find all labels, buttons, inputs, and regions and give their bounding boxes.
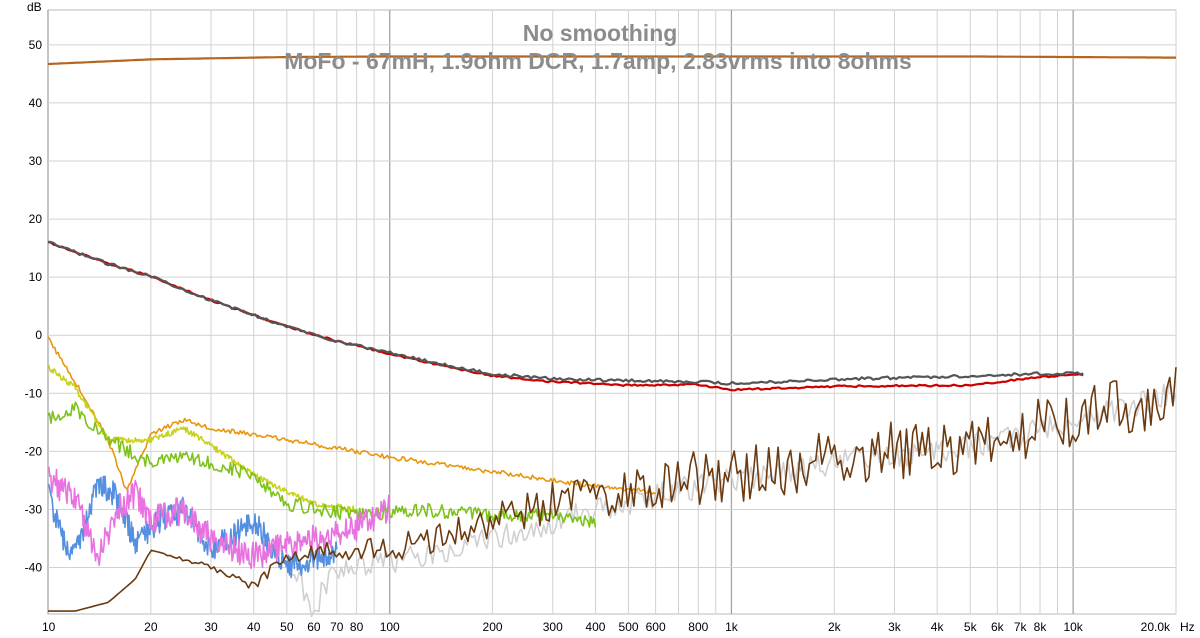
y-tick-label: 30 bbox=[29, 154, 43, 168]
x-tick-label: 3k bbox=[888, 620, 902, 634]
x-tick-labels: 10 20 30 40 50 60 70 80 100 200 300 400 500 600 800 1k 2… bbox=[42, 620, 1171, 634]
x-tick-label: 4k bbox=[931, 620, 945, 634]
series-line-2 bbox=[47, 240, 1084, 386]
x-tick-label: 500 bbox=[619, 620, 639, 634]
x-tick-label: 200 bbox=[483, 620, 503, 634]
x-tick-label: 8k bbox=[1034, 620, 1048, 634]
y-tick-label: 20 bbox=[29, 212, 43, 226]
y-tick-label: -10 bbox=[25, 386, 43, 400]
x-tick-label: 600 bbox=[646, 620, 666, 634]
x-tick-label: 7k bbox=[1014, 620, 1028, 634]
x-tick-label: 6k bbox=[991, 620, 1005, 634]
series-line-5 bbox=[47, 401, 597, 528]
y-tick-label: 10 bbox=[29, 270, 43, 284]
y-tick-label: 0 bbox=[35, 328, 42, 342]
y-tick-label: 50 bbox=[29, 38, 43, 52]
x-tick-label: 100 bbox=[380, 620, 400, 634]
series-line-7 bbox=[47, 466, 391, 570]
x-tick-label: 10 bbox=[42, 620, 56, 634]
grid bbox=[47, 10, 1177, 614]
x-tick-label: 20 bbox=[144, 620, 158, 634]
plot-background bbox=[47, 9, 1177, 615]
series-line-0 bbox=[47, 55, 1176, 66]
y-tick-label: -40 bbox=[25, 561, 43, 575]
x-tick-label: 800 bbox=[688, 620, 708, 634]
x-tick-label: 70 bbox=[330, 620, 344, 634]
x-tick-label: 60 bbox=[307, 620, 321, 634]
x-tick-label: 40 bbox=[247, 620, 261, 634]
chart-subtitle: MoFo - 67mH, 1.9ohm DCR, 1.7amp, 2.83vrm… bbox=[284, 48, 912, 74]
x-axis-label: Hz bbox=[1180, 620, 1195, 634]
x-tick-label: 80 bbox=[350, 620, 364, 634]
y-axis-label: dB bbox=[27, 0, 42, 14]
y-tick-labels: 50 40 30 20 10 0 -10 -20 -30 -40 bbox=[25, 38, 43, 575]
y-tick-label: 40 bbox=[29, 96, 43, 110]
x-tick-label: 400 bbox=[585, 620, 605, 634]
y-tick-label: -20 bbox=[25, 444, 43, 458]
x-tick-label: 30 bbox=[204, 620, 218, 634]
x-tick-label: 50 bbox=[280, 620, 294, 634]
series-line-9 bbox=[48, 367, 1177, 612]
series-line-4 bbox=[47, 364, 357, 513]
x-tick-label: 5k bbox=[964, 620, 978, 634]
x-tick-label: 20.0k bbox=[1141, 620, 1171, 634]
x-tick-label: 2k bbox=[828, 620, 842, 634]
chart-title: No smoothing bbox=[523, 20, 678, 46]
y-tick-label: -30 bbox=[25, 502, 43, 516]
x-tick-label: 1k bbox=[725, 620, 739, 634]
series-line-3 bbox=[47, 336, 657, 495]
series-group bbox=[47, 55, 1177, 618]
x-tick-label: 300 bbox=[543, 620, 563, 634]
series-line-8 bbox=[286, 383, 1177, 618]
x-tick-label: 10k bbox=[1063, 620, 1083, 634]
